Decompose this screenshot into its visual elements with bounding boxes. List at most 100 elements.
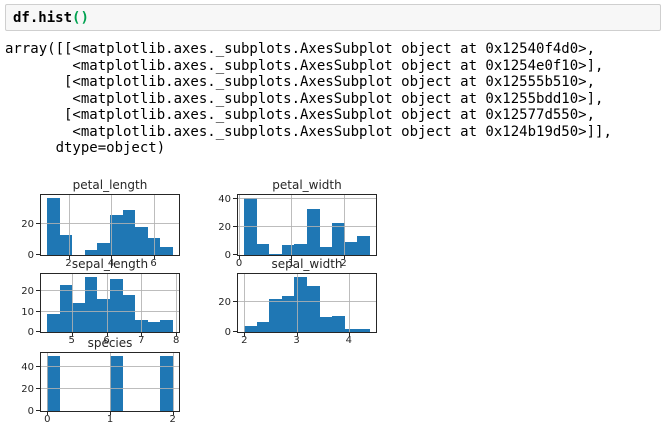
x-tick xyxy=(71,332,73,336)
gridline-vertical xyxy=(106,274,108,332)
y-tick-label: 20 xyxy=(218,297,231,309)
histogram-bar xyxy=(160,355,173,411)
gridline-vertical xyxy=(239,195,241,255)
gridline-vertical xyxy=(71,274,73,332)
x-tick xyxy=(343,255,345,259)
x-tick xyxy=(47,411,49,415)
histogram-bar xyxy=(47,313,60,332)
histogram-bar xyxy=(332,222,345,255)
gridline-horizontal xyxy=(41,365,179,367)
y-tick xyxy=(233,301,237,303)
subplot-title: petal_length xyxy=(72,178,148,192)
y-tick-label: 20 xyxy=(21,383,34,395)
gridline-vertical xyxy=(343,195,345,255)
output-text: array([[<matplotlib.axes._subplots.AxesS… xyxy=(5,41,612,156)
code-function: df.hist xyxy=(13,10,73,26)
x-tick-label: 2 xyxy=(340,258,347,269)
histogram-bar xyxy=(135,227,148,255)
histogram-bar xyxy=(307,209,320,255)
y-tick xyxy=(36,290,40,292)
gridline-vertical xyxy=(68,195,70,255)
histogram-bar xyxy=(160,247,173,255)
x-tick xyxy=(106,332,108,336)
histogram-bar xyxy=(110,355,123,411)
histogram-bar xyxy=(357,235,370,255)
subplot-title: petal_width xyxy=(272,178,342,192)
gridline-horizontal xyxy=(41,290,179,292)
histogram-bar xyxy=(97,242,110,255)
y-tick-label: 10 xyxy=(21,306,34,318)
subplot-petal-length: 2 4 6 0 20 petal_length xyxy=(21,178,180,269)
histogram-bar xyxy=(269,299,282,332)
histogram-bar xyxy=(357,329,370,332)
gridline-vertical xyxy=(141,274,143,332)
gridline-vertical xyxy=(296,274,298,332)
x-tick-label: 2 xyxy=(169,414,176,425)
histogram-bar xyxy=(319,317,333,332)
histogram-bar xyxy=(269,253,282,255)
y-tick xyxy=(233,331,237,332)
code-parentheses: () xyxy=(72,10,89,26)
gridline-vertical xyxy=(153,195,155,255)
gridline-horizontal xyxy=(41,223,179,225)
y-tick xyxy=(36,254,40,255)
x-tick xyxy=(291,255,293,259)
code-text: df.hist() xyxy=(13,10,89,26)
x-tick-label: 0 xyxy=(235,258,243,269)
histogram-bar xyxy=(344,242,358,255)
y-tick xyxy=(36,387,40,389)
y-tick-label: 0 xyxy=(27,406,34,417)
histogram-bar xyxy=(160,319,173,332)
subplot-title: species xyxy=(87,336,133,350)
subplot-title: sepal_length xyxy=(71,257,149,271)
histogram-bar xyxy=(135,319,148,332)
x-tick-label: 1 xyxy=(288,258,295,269)
histogram-bar xyxy=(344,329,358,332)
gridline-vertical xyxy=(47,353,49,411)
subplot-petal-width: 0 1 2 0 20 40 petal_width xyxy=(218,178,377,269)
gridline-vertical xyxy=(244,274,246,332)
x-tick xyxy=(141,332,143,336)
x-tick xyxy=(153,255,155,259)
histogram-bar xyxy=(122,210,136,255)
histogram-bar xyxy=(256,243,270,255)
histogram-bar xyxy=(147,321,161,332)
x-tick-label: 8 xyxy=(173,335,180,346)
gridline-vertical xyxy=(111,195,113,255)
histogram-bar xyxy=(256,321,270,332)
x-tick-label: 5 xyxy=(68,335,75,346)
x-tick-label: 6 xyxy=(103,335,110,346)
histogram-bar xyxy=(84,250,98,255)
x-tick xyxy=(239,255,241,259)
gridline-horizontal xyxy=(41,310,179,312)
histogram-bar xyxy=(59,284,73,332)
gridline-horizontal xyxy=(238,198,376,200)
code-input-cell[interactable]: df.hist() xyxy=(5,4,661,31)
y-tick xyxy=(233,198,237,200)
y-tick xyxy=(36,365,40,367)
y-tick-label: 20 xyxy=(21,286,34,298)
histogram-bar xyxy=(307,285,320,332)
x-tick xyxy=(111,255,113,259)
histogram-bar xyxy=(281,245,295,255)
y-tick-label: 0 xyxy=(224,250,231,261)
x-tick-label: 4 xyxy=(345,335,352,346)
gridline-horizontal xyxy=(238,226,376,228)
y-tick xyxy=(233,254,237,255)
x-tick xyxy=(172,411,174,415)
histogram-bar xyxy=(294,276,307,332)
subplot-species: 0 1 2 0 20 40 species xyxy=(21,336,180,425)
x-tick-label: 2 xyxy=(241,335,248,346)
histogram-bar xyxy=(110,214,123,255)
subplot-sepal-length: 5 6 7 8 0 10 20 sepal_length xyxy=(21,257,180,346)
x-tick-label: 3 xyxy=(293,335,300,346)
y-tick-label: 0 xyxy=(27,327,34,338)
gridline-vertical xyxy=(172,353,174,411)
gridline-vertical xyxy=(110,353,111,411)
x-tick-label: 2 xyxy=(65,258,72,269)
x-tick-label: 7 xyxy=(138,335,145,346)
y-tick xyxy=(233,226,237,228)
histogram-bar xyxy=(332,315,345,332)
